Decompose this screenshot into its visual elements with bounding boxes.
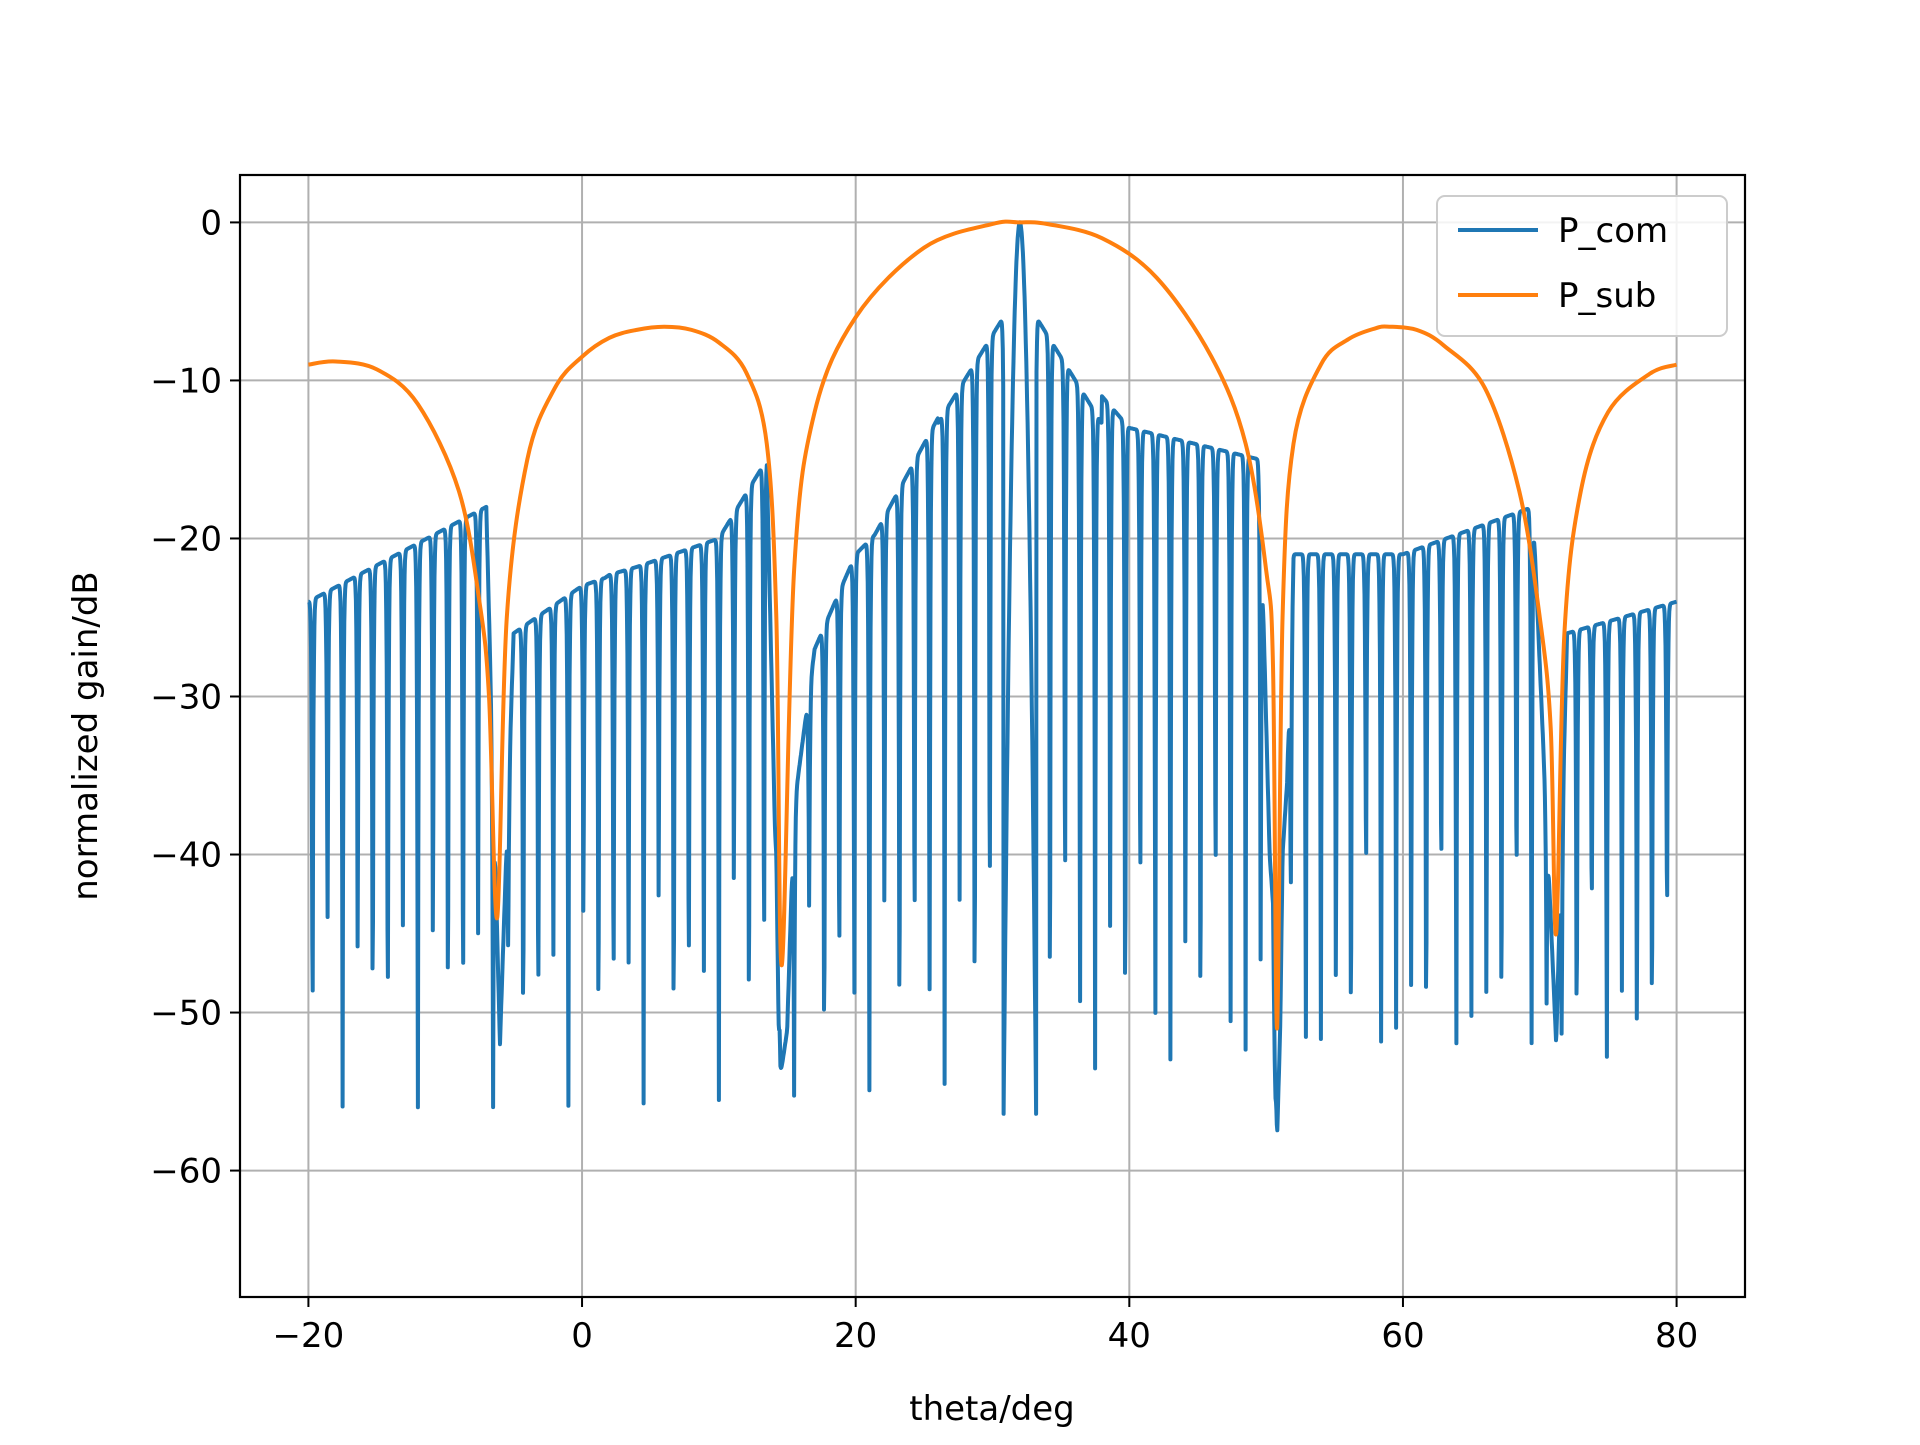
plot-series (306, 219, 1679, 1133)
axis-ticks: −20 0 20 40 60 80 0 −10 −20 −30 −40 −50 −60 (150, 203, 1698, 1356)
legend: P_com P_sub (1436, 195, 1728, 337)
x-tick-label: 80 (1655, 1316, 1698, 1356)
plot-frame (238, 173, 1747, 1299)
x-tick-label: 0 (571, 1316, 593, 1356)
legend-label-p-sub: P_sub (1558, 276, 1656, 316)
series-line-p-sub (308, 219, 1678, 1031)
x-tick-label: 40 (1108, 1316, 1151, 1356)
y-axis-label: normalized gain/dB (66, 571, 106, 901)
y-tick-label: −20 (150, 519, 222, 559)
y-tick-label: −40 (150, 836, 222, 876)
legend-label-p-com: P_com (1558, 211, 1668, 251)
x-tick-label: −20 (273, 1316, 345, 1356)
y-tick-label: −50 (150, 994, 222, 1034)
y-tick-label: −60 (150, 1152, 222, 1192)
y-tick-label: −10 (150, 361, 222, 401)
y-tick-label: −30 (150, 677, 222, 717)
y-tick-label: 0 (200, 203, 222, 243)
x-tick-label: 60 (1381, 1316, 1424, 1356)
x-axis-label: theta/deg (909, 1389, 1075, 1429)
x-tick-label: 20 (834, 1316, 877, 1356)
series-line-p-com (306, 220, 1679, 1133)
